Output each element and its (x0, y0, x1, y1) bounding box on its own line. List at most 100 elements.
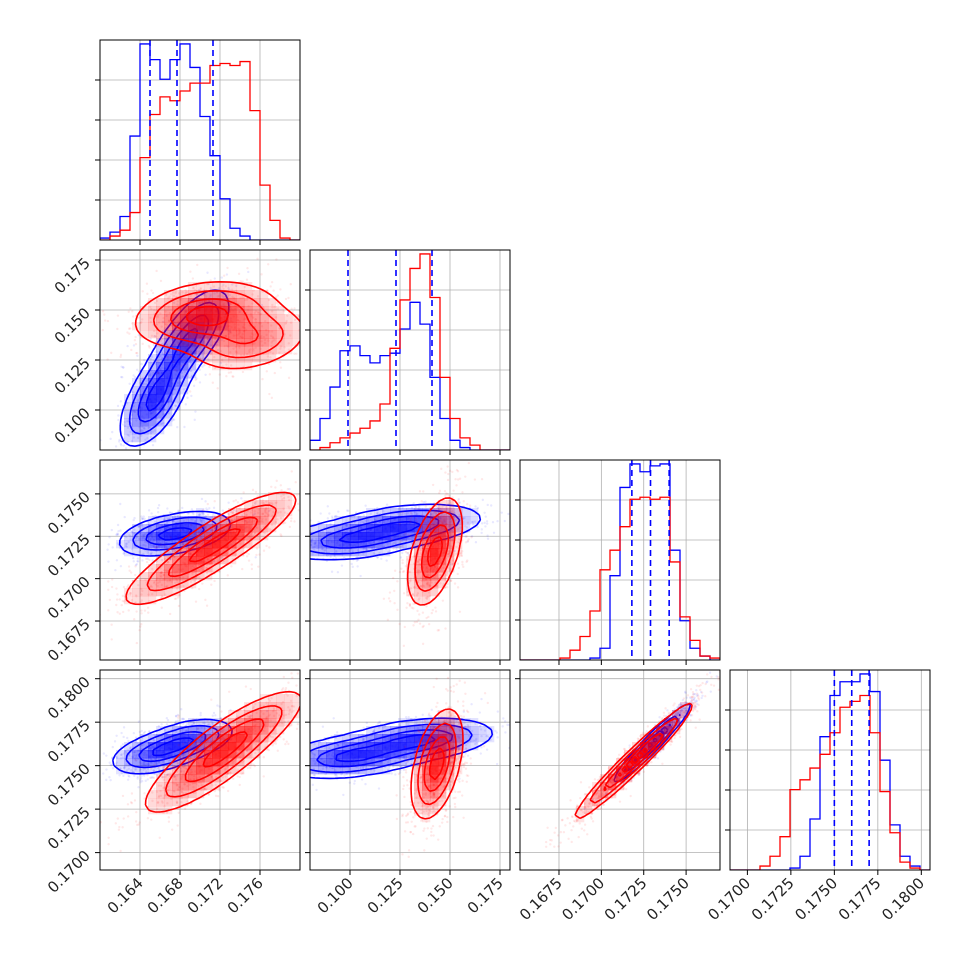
scatter-point (132, 409, 135, 413)
scatter-point (376, 555, 379, 559)
scatter-point (453, 512, 456, 515)
scatter-point (209, 293, 212, 297)
scatter-point (192, 512, 195, 516)
scatter-point (443, 519, 446, 523)
scatter-point (177, 509, 180, 512)
density-cell (334, 532, 343, 541)
scatter-point (207, 358, 210, 361)
scatter-point (247, 304, 250, 308)
density-cell (244, 322, 253, 331)
contour-line (146, 504, 277, 592)
scatter-point (253, 531, 256, 535)
scatter-point (140, 429, 143, 432)
scatter-point (455, 518, 458, 522)
density-cell (374, 524, 383, 533)
scatter-point (135, 368, 139, 371)
scatter-point (201, 357, 204, 361)
scatter-point (268, 546, 271, 549)
density-cell (188, 346, 197, 355)
density-cell (124, 394, 133, 403)
scatter-point (465, 560, 468, 564)
density-cell (156, 564, 165, 573)
scatter-point (160, 325, 163, 328)
scatter-point (271, 303, 274, 307)
density-cell (406, 564, 415, 573)
scatter-point (254, 502, 257, 505)
density-cell (156, 556, 165, 565)
scatter-point (140, 362, 143, 366)
scatter-point (260, 273, 263, 276)
density-cell (172, 402, 181, 411)
scatter-point (234, 350, 238, 353)
scatter-point (388, 600, 392, 603)
scatter-point (262, 335, 266, 339)
scatter-point (216, 295, 220, 298)
density-cell (390, 516, 399, 525)
scatter-point (205, 571, 209, 575)
scatter-point (176, 401, 180, 405)
scatter-point (170, 543, 174, 547)
scatter-point (213, 341, 216, 344)
scatter-point (266, 514, 270, 517)
scatter-point (400, 545, 403, 548)
scatter-point (203, 527, 206, 531)
density-cell (228, 362, 237, 371)
scatter-point (213, 579, 216, 583)
scatter-point (417, 532, 421, 535)
density-cell (180, 516, 189, 525)
scatter-point (114, 445, 118, 448)
scatter-point (279, 484, 283, 487)
scatter-point (119, 529, 122, 532)
scatter-point (455, 468, 459, 472)
density-cell (204, 314, 213, 323)
density-cell (148, 370, 157, 379)
scatter-point (200, 520, 203, 523)
density-cell (358, 516, 367, 525)
scatter-point (480, 477, 484, 481)
scatter-point (411, 593, 414, 597)
density-cell (406, 516, 415, 525)
density-cell (414, 564, 423, 573)
density-cell (140, 572, 149, 581)
scatter-point (359, 521, 362, 524)
density-cell (204, 290, 213, 299)
scatter-point (336, 570, 340, 574)
density-cell (164, 572, 173, 581)
density-cell (292, 338, 300, 347)
scatter-point (179, 334, 183, 337)
scatter-point (198, 339, 201, 342)
scatter-point (434, 581, 437, 584)
scatter-point (153, 329, 156, 333)
density-cell (438, 580, 447, 589)
scatter-point (216, 559, 220, 562)
density-cell (236, 282, 245, 291)
scatter-point (215, 526, 218, 529)
density-cell (454, 508, 463, 517)
density-cell (454, 532, 463, 541)
scatter-point (130, 599, 134, 602)
scatter-point (456, 478, 460, 481)
scatter-point (147, 611, 150, 614)
density-cell (204, 354, 213, 363)
scatter-point (204, 525, 208, 528)
scatter-point (177, 342, 180, 345)
scatter-point (148, 425, 152, 429)
scatter-point (230, 549, 234, 552)
scatter-point (184, 289, 187, 292)
scatter-point (286, 487, 290, 491)
scatter-point (410, 515, 413, 518)
scatter-point (204, 533, 207, 536)
scatter-point (310, 538, 314, 542)
scatter-point (149, 584, 153, 588)
scatter-point (101, 310, 105, 313)
scatter-point (393, 589, 396, 593)
scatter-point (279, 516, 283, 520)
scatter-point (207, 282, 210, 286)
scatter-point (337, 510, 340, 513)
scatter-point (438, 507, 441, 510)
density-cell (148, 418, 157, 427)
scatter-point (204, 500, 207, 503)
scatter-point (228, 357, 231, 361)
scatter-point (451, 470, 454, 474)
scatter-point (229, 519, 232, 522)
